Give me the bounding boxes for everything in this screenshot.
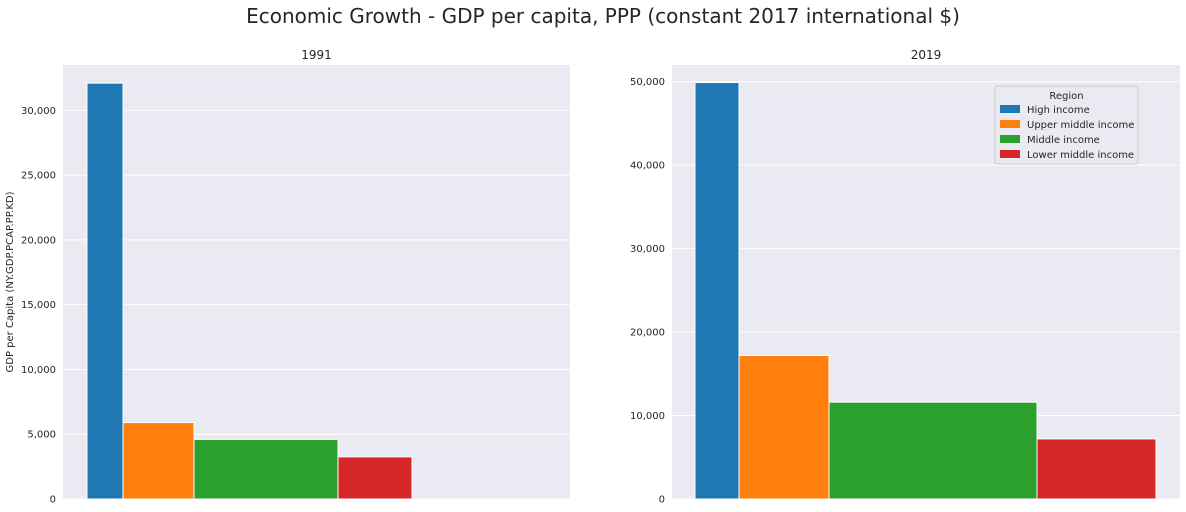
y-tick-label: 20,000 bbox=[21, 235, 56, 246]
y-tick-label: 20,000 bbox=[630, 328, 665, 339]
figure-title: Economic Growth - GDP per capita, PPP (c… bbox=[246, 4, 960, 28]
bar-upper-middle-income bbox=[738, 354, 830, 500]
legend-box bbox=[994, 85, 1139, 165]
legend: Region High income Upper middle income Midd… bbox=[994, 85, 1139, 165]
bar-high-income bbox=[86, 82, 124, 500]
legend-swatch bbox=[1000, 105, 1020, 113]
bar-high-income bbox=[694, 82, 740, 500]
bar-lower-middle-income bbox=[337, 456, 413, 500]
y-tick-label: 25,000 bbox=[21, 171, 56, 182]
legend-entry: Middle income bbox=[1027, 135, 1100, 146]
y-tick-label: 40,000 bbox=[630, 161, 665, 172]
legend-entry: Upper middle income bbox=[1027, 120, 1134, 131]
y-tick-label: 5,000 bbox=[27, 430, 56, 441]
legend-title: Region bbox=[1049, 91, 1083, 102]
bar-middle-income bbox=[828, 401, 1038, 500]
chart-panel-1991: 0 5,000 10,000 15,000 20,000 25,000 30,000 1991… bbox=[5, 48, 570, 506]
legend-swatch bbox=[1000, 135, 1020, 143]
chart-panel-2019: 0 10,000 20,000 30,000 40,000 50,000 2019 Regio… bbox=[630, 48, 1180, 506]
y-tick-label: 15,000 bbox=[21, 300, 56, 311]
legend-swatch bbox=[1000, 150, 1020, 158]
subplot-title: 2019 bbox=[911, 48, 942, 62]
subplot-title: 1991 bbox=[301, 48, 332, 62]
bar-lower-middle-income bbox=[1036, 438, 1157, 500]
y-tick-label: 10,000 bbox=[21, 365, 56, 376]
bar-middle-income bbox=[193, 438, 339, 500]
legend-entry: Lower middle income bbox=[1027, 150, 1134, 161]
y-tick-label: 0 bbox=[50, 495, 56, 506]
legend-swatch bbox=[1000, 120, 1020, 128]
y-tick-label: 50,000 bbox=[630, 77, 665, 88]
y-tick-label: 10,000 bbox=[630, 411, 665, 422]
y-tick-label: 30,000 bbox=[21, 106, 56, 117]
bar-upper-middle-income bbox=[122, 422, 195, 500]
legend-entry: High income bbox=[1027, 105, 1090, 116]
y-tick-label: 0 bbox=[659, 495, 665, 506]
y-axis-label: GDP per Capita (NY.GDP.PCAP.PP.KD) bbox=[5, 191, 16, 372]
y-tick-label: 30,000 bbox=[630, 244, 665, 255]
